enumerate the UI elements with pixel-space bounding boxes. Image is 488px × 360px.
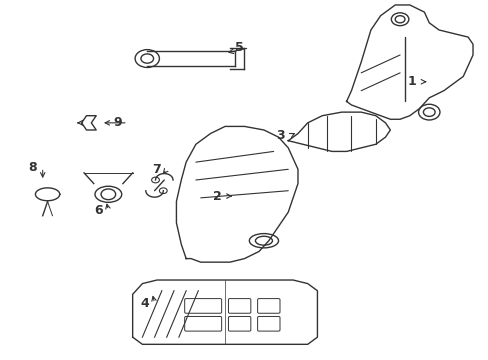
Text: 6: 6 bbox=[94, 204, 103, 217]
Text: 7: 7 bbox=[152, 163, 161, 176]
Text: 2: 2 bbox=[213, 190, 222, 203]
Text: 1: 1 bbox=[407, 75, 416, 88]
Text: 5: 5 bbox=[235, 41, 244, 54]
Text: 8: 8 bbox=[29, 161, 37, 174]
Text: 4: 4 bbox=[140, 297, 149, 310]
Text: 3: 3 bbox=[276, 129, 285, 142]
Text: 9: 9 bbox=[114, 116, 122, 129]
